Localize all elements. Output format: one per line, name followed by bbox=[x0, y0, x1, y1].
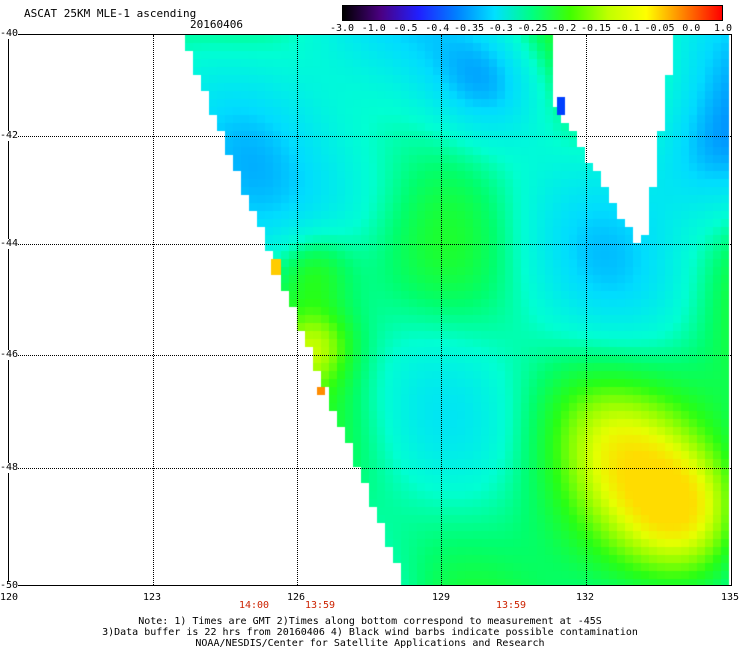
lon-label-123: 123 bbox=[142, 592, 162, 603]
color-scale-label: -0.3 bbox=[488, 23, 513, 34]
color-scale-label: -0.1 bbox=[615, 23, 640, 34]
lon-label-126: 126 bbox=[286, 592, 306, 603]
color-scale-label: -0.05 bbox=[644, 23, 675, 34]
gridline-lon-123 bbox=[153, 35, 154, 585]
lon-label-135: 135 bbox=[720, 592, 740, 603]
time-label-2: 13:59 bbox=[304, 600, 336, 611]
color-scale-label: 0.0 bbox=[682, 23, 701, 34]
color-scale-label: -0.15 bbox=[580, 23, 612, 34]
time-label-3: 13:59 bbox=[495, 600, 527, 611]
gridline-lon-132 bbox=[586, 35, 587, 585]
gridline-lat-46 bbox=[9, 355, 731, 356]
lon-label-132: 132 bbox=[575, 592, 595, 603]
lat-label-42: -42 bbox=[0, 130, 19, 141]
gridline-lon-129 bbox=[441, 35, 442, 585]
footer-note-line2: 3)Data buffer is 22 hrs from 20160406 4)… bbox=[102, 627, 638, 638]
color-scale-label: -0.35 bbox=[453, 23, 485, 34]
map-date: 20160406 bbox=[190, 18, 243, 31]
lat-label-40: -40 bbox=[0, 28, 19, 39]
lat-label-46: -46 bbox=[0, 349, 19, 360]
gridline-lat-48 bbox=[9, 468, 731, 469]
color-scale-label: -0.2 bbox=[552, 23, 577, 34]
gridline-lat-44 bbox=[9, 244, 731, 245]
map-title: ASCAT 25KM MLE-1 ascending bbox=[24, 7, 197, 20]
lat-label-48: -48 bbox=[0, 462, 19, 473]
lat-label-50: -50 bbox=[0, 580, 19, 591]
color-scale-label: -1.0 bbox=[361, 23, 386, 34]
color-scale-bar bbox=[342, 5, 723, 21]
footer-credit: NOAA/NESDIS/Center for Satellite Applica… bbox=[195, 638, 545, 649]
lat-label-44: -44 bbox=[0, 238, 19, 249]
footer-note-line1: Note: 1) Times are GMT 2)Times along bot… bbox=[138, 616, 602, 627]
color-scale-label: -0.25 bbox=[517, 23, 548, 34]
lon-label-120: 120 bbox=[0, 592, 19, 603]
color-scale-label: 1.0 bbox=[713, 23, 733, 34]
color-scale-label: -0.4 bbox=[425, 23, 450, 34]
time-label-1: 14:00 bbox=[238, 600, 270, 611]
gridline-lat-42 bbox=[9, 136, 731, 137]
color-scale-label: -3.0 bbox=[329, 23, 355, 34]
map-plot-area bbox=[8, 34, 732, 586]
lon-label-129: 129 bbox=[431, 592, 451, 603]
color-scale-label: -0.5 bbox=[393, 23, 418, 34]
gridline-lon-126 bbox=[297, 35, 298, 585]
scatterometer-swath bbox=[9, 35, 731, 585]
